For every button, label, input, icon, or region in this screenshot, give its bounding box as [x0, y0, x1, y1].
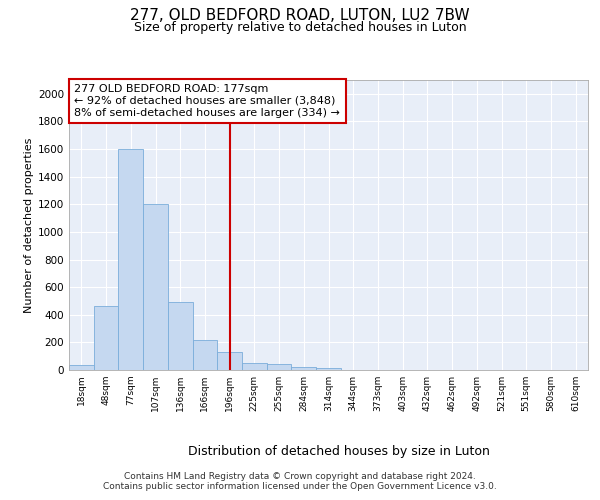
Bar: [217, 352, 242, 370]
Y-axis label: Number of detached properties: Number of detached properties: [24, 138, 34, 312]
Bar: [118, 149, 143, 370]
Bar: [94, 306, 118, 370]
Bar: [143, 204, 168, 370]
Text: Contains public sector information licensed under the Open Government Licence v3: Contains public sector information licen…: [103, 482, 497, 491]
Bar: [168, 302, 193, 370]
Text: Distribution of detached houses by size in Luton: Distribution of detached houses by size …: [188, 444, 490, 458]
Bar: [193, 340, 217, 370]
Bar: [292, 366, 316, 370]
Text: Contains HM Land Registry data © Crown copyright and database right 2024.: Contains HM Land Registry data © Crown c…: [124, 472, 476, 481]
Bar: [316, 368, 341, 370]
Bar: [267, 364, 292, 370]
Text: Size of property relative to detached houses in Luton: Size of property relative to detached ho…: [134, 21, 466, 34]
Bar: [242, 363, 267, 370]
Text: 277 OLD BEDFORD ROAD: 177sqm
← 92% of detached houses are smaller (3,848)
8% of : 277 OLD BEDFORD ROAD: 177sqm ← 92% of de…: [74, 84, 340, 117]
Bar: [69, 365, 94, 370]
Text: 277, OLD BEDFORD ROAD, LUTON, LU2 7BW: 277, OLD BEDFORD ROAD, LUTON, LU2 7BW: [130, 8, 470, 22]
